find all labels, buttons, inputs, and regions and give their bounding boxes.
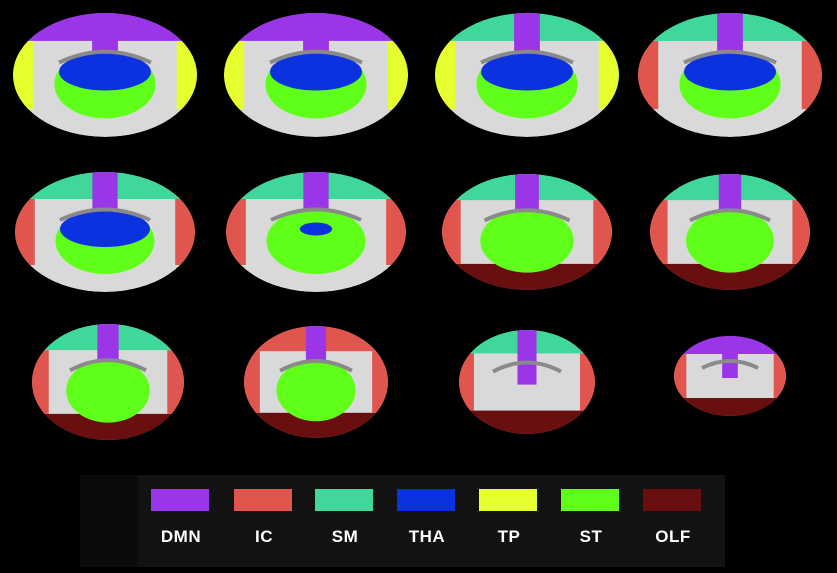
region-st — [686, 208, 774, 273]
legend-item-sm: SM — [310, 475, 380, 567]
legend-item-tp: TP — [474, 475, 544, 567]
legend-label-ic: IC — [255, 527, 273, 546]
legend-swatch-tha — [397, 489, 455, 511]
region-side-left — [674, 354, 687, 398]
region-side-right — [387, 40, 408, 110]
region-side-left — [650, 200, 668, 264]
region-side-right — [372, 351, 388, 413]
region-tha — [270, 53, 362, 91]
legend-label-st: ST — [579, 527, 603, 546]
region-dmn-midline — [92, 13, 118, 54]
brain-slice-10 — [244, 326, 388, 438]
legend-item-dmn: DMN — [146, 475, 216, 567]
brain-slice-7 — [442, 174, 612, 290]
legend-label-tp: TP — [497, 527, 521, 546]
legend-label-tha: THA — [408, 527, 446, 546]
legend-swatch-ic — [234, 489, 292, 511]
region-side-left — [224, 40, 245, 110]
region-side-left — [638, 40, 659, 110]
region-side-left — [435, 40, 456, 110]
brain-slice-9 — [32, 324, 184, 440]
region-tha — [60, 211, 150, 247]
brain-slice-5 — [15, 172, 195, 292]
ventricle — [701, 359, 759, 370]
ventricle — [69, 358, 147, 373]
legend-label-dmn: DMN — [160, 527, 202, 546]
region-st — [480, 208, 574, 273]
brain-slice-11 — [459, 330, 595, 434]
legend-label-sm: SM — [331, 527, 359, 546]
region-side-right — [580, 353, 595, 411]
region-st — [266, 208, 366, 274]
brain-slice-3 — [435, 13, 619, 137]
ventricle — [683, 49, 777, 65]
legend-item-tha: THA — [392, 475, 462, 567]
region-side-left — [226, 199, 246, 265]
region-dmn-midline — [717, 13, 743, 54]
region-side-left — [244, 351, 260, 413]
brain-slice-4 — [638, 13, 822, 137]
ventricle — [279, 359, 353, 373]
region-side-right — [175, 199, 195, 265]
brain-slice-6 — [226, 172, 406, 292]
ventricle — [58, 49, 152, 65]
brain-slice-8 — [650, 174, 810, 290]
legend-panel: DMN IC SM THA TP ST OLF — [80, 475, 725, 567]
ventricle — [492, 360, 562, 374]
region-st — [66, 358, 150, 423]
region-side-right — [167, 350, 184, 414]
region-side-right — [598, 40, 619, 110]
legend-item-ic: IC — [229, 475, 299, 567]
region-dmn-midline — [722, 336, 738, 378]
region-st — [276, 359, 356, 422]
region-tha — [299, 222, 333, 236]
region-dmn-midline — [92, 172, 118, 211]
region-side-left — [32, 350, 49, 414]
region-side-right — [593, 200, 612, 264]
legend: DMN IC SM THA TP ST OLF — [138, 475, 725, 567]
ventricle — [270, 207, 362, 222]
region-tha — [684, 53, 776, 91]
brain-atlas-slices — [13, 13, 822, 440]
region-side-right — [176, 40, 197, 110]
legend-item-st: ST — [556, 475, 626, 567]
legend-swatch-dmn — [151, 489, 209, 511]
brain-slice-12 — [674, 336, 786, 416]
region-side-left — [459, 353, 474, 411]
brain-slice-1 — [13, 13, 197, 137]
legend-swatch-sm — [315, 489, 373, 511]
ventricle — [59, 207, 151, 222]
ventricle — [689, 208, 771, 223]
region-tha — [481, 53, 573, 91]
region-side-right — [801, 40, 822, 110]
region-dmn-midline — [514, 13, 540, 54]
region-side-left — [13, 40, 34, 110]
region-dmn-midline — [303, 172, 329, 211]
ventricle — [480, 49, 574, 65]
region-side-right — [773, 354, 786, 398]
ventricle — [269, 49, 363, 65]
region-olf — [459, 410, 595, 434]
region-side-right — [792, 200, 810, 264]
region-side-left — [442, 200, 461, 264]
region-olf — [674, 398, 786, 416]
region-dmn-midline — [303, 13, 329, 54]
legend-label-olf: OLF — [655, 527, 691, 546]
region-side-left — [15, 199, 35, 265]
region-tha — [59, 53, 151, 91]
ventricle — [483, 208, 571, 223]
legend-swatch-tp — [479, 489, 537, 511]
brain-slice-2 — [224, 13, 408, 137]
region-dmn-midline — [517, 330, 537, 385]
legend-swatch-olf — [643, 489, 701, 511]
region-side-right — [386, 199, 406, 265]
legend-item-olf: OLF — [638, 475, 708, 567]
legend-swatch-st — [561, 489, 619, 511]
